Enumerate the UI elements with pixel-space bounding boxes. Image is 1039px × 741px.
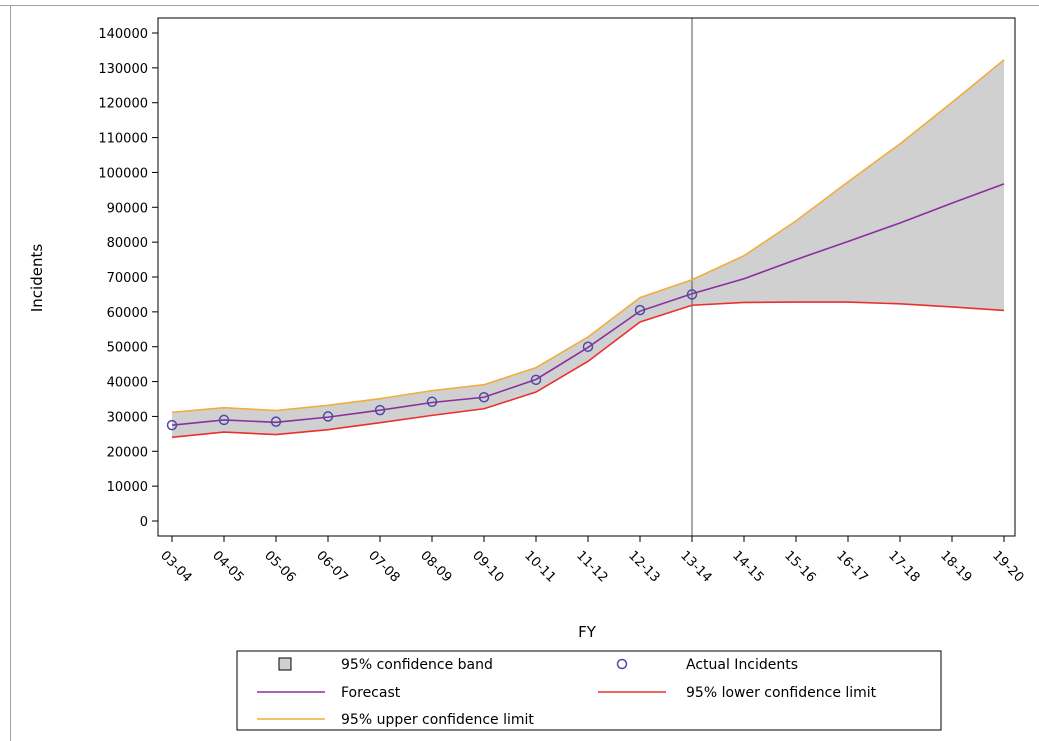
legend-label-forecast: Forecast (341, 685, 401, 701)
x-axis-title: FY (578, 623, 597, 641)
y-tick-label-40000: 40000 (107, 376, 148, 391)
actual-point-11-12 (582, 341, 594, 352)
x-tick-label-06-07: 06-07 (313, 548, 350, 585)
y-tick-label-70000: 70000 (107, 271, 148, 286)
actual-point-05-06 (270, 416, 282, 427)
actual-point-09-10 (478, 392, 490, 403)
x-tick-label-10-11: 10-11 (521, 548, 558, 585)
x-tick-label-07-08: 07-08 (365, 548, 402, 585)
y-tick-label-10000: 10000 (107, 480, 148, 495)
y-tick-label-0: 0 (140, 515, 148, 530)
x-tick-label-19-20: 19-20 (989, 548, 1026, 585)
y-tick-label-60000: 60000 (107, 306, 148, 321)
y-axis-title: Incidents (28, 244, 46, 312)
legend-symbol-actual-incidents (616, 658, 628, 670)
y-tick-label-110000: 110000 (98, 132, 148, 147)
y-tick-label-120000: 120000 (98, 97, 148, 112)
x-tick-label-14-15: 14-15 (729, 548, 766, 585)
x-tick-label-12-13: 12-13 (625, 548, 662, 585)
legend-label-95-confidence-band: 95% confidence band (341, 657, 493, 673)
legend-label-actual-incidents: Actual Incidents (686, 657, 798, 673)
actual-point-10-11 (530, 374, 542, 386)
actual-point-06-07 (322, 411, 334, 422)
actual-point-07-08 (374, 404, 386, 416)
lower-limit-line (171, 301, 1005, 439)
actual-point-04-05 (218, 414, 230, 426)
forecast-line (171, 183, 1005, 426)
x-tick-label-03-04: 03-04 (157, 548, 194, 585)
legend-symbol-95-confidence-band (278, 657, 292, 671)
legend-box (236, 650, 942, 731)
actual-point-03-04 (166, 419, 178, 431)
y-tick-label-90000: 90000 (107, 201, 148, 216)
y-tick-label-140000: 140000 (98, 27, 148, 42)
x-tick-label-09-10: 09-10 (469, 548, 506, 585)
actual-point-08-09 (426, 396, 438, 408)
x-tick-label-18-19: 18-19 (937, 548, 974, 585)
x-tick-label-04-05: 04-05 (209, 548, 246, 585)
upper-limit-line (171, 59, 1005, 414)
y-tick-label-20000: 20000 (107, 445, 148, 460)
legend-label-95-lower-confidence-limit: 95% lower confidence limit (686, 685, 877, 701)
y-tick-label-100000: 100000 (98, 166, 148, 181)
y-tick-label-30000: 30000 (107, 410, 148, 425)
x-tick-label-05-06: 05-06 (261, 548, 298, 585)
confidence-band (172, 59, 1004, 438)
x-tick-label-15-16: 15-16 (781, 548, 818, 585)
y-tick-label-80000: 80000 (107, 236, 148, 251)
y-tick-label-50000: 50000 (107, 341, 148, 356)
plot-area: 0 10000 20000 30000 40000 50000 60000 70000 8000… (98, 17, 1026, 586)
y-tick-label-130000: 130000 (98, 62, 148, 77)
x-tick-label-11-12: 11-12 (573, 548, 610, 585)
legend-label-95-upper-confidence-limit: 95% upper confidence limit (341, 712, 534, 728)
x-tick-label-17-18: 17-18 (885, 548, 922, 585)
x-tick-label-08-09: 08-09 (417, 548, 454, 585)
x-tick-label-16-17: 16-17 (833, 548, 870, 585)
x-tick-label-13-14: 13-14 (677, 548, 714, 585)
actual-point-12-13 (634, 304, 646, 316)
legend: 95% confidence band Actual Incidents Forec… (236, 650, 942, 731)
actual-point-13-14 (686, 289, 698, 300)
